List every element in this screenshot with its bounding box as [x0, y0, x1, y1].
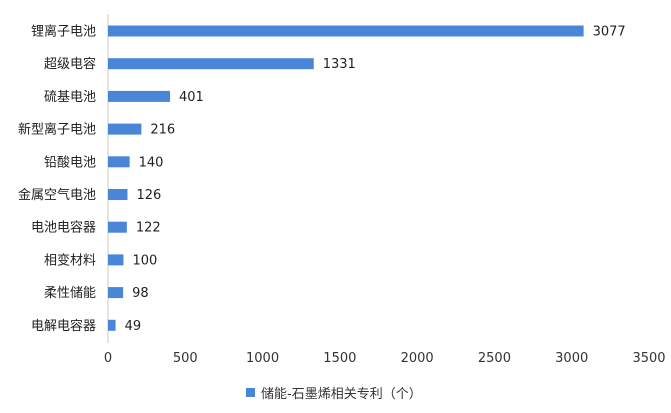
category-label: 新型离子电池	[18, 122, 96, 138]
legend-swatch	[246, 387, 255, 397]
data-label: 126	[136, 188, 161, 203]
category-label: 相变材料	[44, 252, 96, 268]
data-label: 401	[179, 90, 204, 105]
bar	[108, 58, 314, 70]
bar	[108, 123, 142, 135]
data-label: 122	[136, 221, 161, 236]
category-label: 硫基电池	[44, 90, 96, 105]
data-label: 98	[132, 286, 149, 301]
bar	[108, 319, 116, 331]
legend: 储能-石墨烯相关专利（个）	[246, 383, 422, 402]
data-label: 140	[139, 155, 164, 170]
bar	[108, 189, 128, 200]
x-tick-label: 2500	[478, 351, 511, 366]
bar	[108, 25, 584, 37]
data-label: 216	[150, 123, 175, 138]
category-label: 铅酸电池	[44, 155, 96, 170]
bar	[108, 90, 170, 102]
category-label: 电池电容器	[31, 220, 96, 236]
x-tick-label: 1500	[323, 351, 356, 366]
legend-label: 储能-石墨烯相关专利（个）	[261, 386, 422, 402]
x-tick-label: 500	[173, 351, 198, 366]
x-tick-label: 0	[104, 351, 112, 366]
x-tick-label: 2000	[401, 351, 434, 366]
data-label: 100	[132, 253, 157, 268]
category-label: 金属空气电池	[18, 187, 96, 203]
data-label: 3077	[593, 25, 626, 40]
category-label: 超级电容	[44, 56, 96, 72]
data-label: 49	[125, 319, 142, 334]
bar	[108, 254, 124, 266]
x-tick-label: 3500	[632, 351, 665, 366]
bar	[108, 287, 124, 299]
category-label: 柔性储能	[44, 286, 96, 301]
category-label: 电解电容器	[31, 318, 96, 334]
category-label: 锂离子电池	[31, 24, 96, 40]
bar	[108, 221, 127, 233]
x-tick-label: 1000	[246, 351, 279, 366]
x-tick-label: 3000	[555, 351, 588, 366]
bar	[108, 156, 130, 168]
data-label: 1331	[323, 57, 356, 72]
